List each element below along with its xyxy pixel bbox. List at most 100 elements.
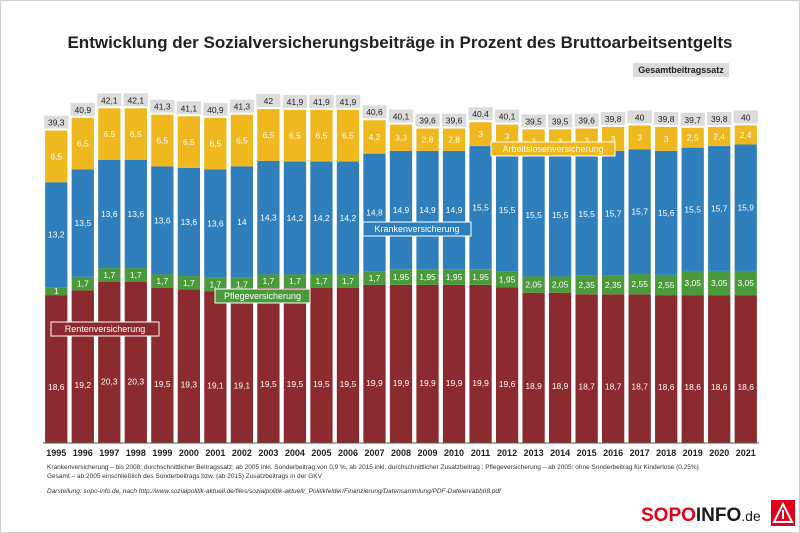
bar-segment-0-2003 <box>257 287 280 443</box>
value-label-0-2001: 19,1 <box>207 380 224 390</box>
total-box-2004 <box>282 94 308 108</box>
bar-segment-1-2020 <box>708 270 731 296</box>
total-box-1995 <box>44 115 69 129</box>
x-tick-2015: 2015 <box>577 448 597 458</box>
value-label-3-2004: 6,5 <box>289 131 301 141</box>
total-label-2000: 41,1 <box>181 103 198 113</box>
sopoinfo-logo[interactable]: SOPOINFO.de <box>641 505 761 527</box>
value-label-3-1999: 6,5 <box>156 136 168 146</box>
total-box-1997 <box>97 93 122 107</box>
legend-krankenversicherung-box <box>362 221 472 237</box>
x-tick-2011: 2011 <box>471 448 491 458</box>
value-label-1-2003: 1,7 <box>262 276 274 286</box>
bar-segment-2-2016 <box>602 150 625 276</box>
legend-arbeitslosenversicherung: Arbeitslosenversicherung <box>502 144 603 154</box>
value-label-1-2001: 1,7 <box>209 279 221 289</box>
x-tick-1997: 1997 <box>99 448 119 458</box>
x-tick-2019: 2019 <box>683 448 703 458</box>
value-label-1-1995: 1 <box>54 286 59 296</box>
value-label-3-2014: 3 <box>558 136 563 146</box>
value-label-0-2020: 18,6 <box>711 382 728 392</box>
value-label-1-2005: 1,7 <box>316 276 328 286</box>
value-label-2-2001: 13,6 <box>207 219 224 229</box>
bar-segment-1-2011 <box>469 269 492 285</box>
value-label-2-1998: 13,6 <box>128 209 145 219</box>
value-label-2-2005: 14,2 <box>313 213 330 223</box>
bar-segment-2-2010 <box>442 150 466 270</box>
legend-rentenversicherung-box <box>50 321 160 337</box>
value-label-0-1997: 20,3 <box>101 377 118 387</box>
total-label-2018: 39,8 <box>658 114 675 124</box>
value-label-0-1995: 18,6 <box>48 382 65 392</box>
total-label-2014: 39,5 <box>552 116 569 126</box>
bar-segment-1-2008 <box>389 269 413 285</box>
value-label-1-1996: 1,7 <box>77 279 89 289</box>
value-label-1-2004: 1,7 <box>289 276 301 286</box>
total-label-2002: 41,3 <box>234 102 251 112</box>
total-box-2019 <box>680 112 705 126</box>
value-label-1-2013: 2,05 <box>525 280 542 290</box>
chart-title: Entwicklung der Sozialversicherungsbeitr… <box>67 33 733 52</box>
total-box-2016 <box>601 111 626 125</box>
value-label-2-1999: 13,6 <box>154 215 171 225</box>
bar-segment-1-2004 <box>283 274 307 288</box>
bar-segment-0-1996 <box>71 290 94 443</box>
value-label-0-2003: 19,5 <box>260 379 277 389</box>
bar-segment-1-2014 <box>548 276 572 293</box>
x-tick-2008: 2008 <box>391 448 411 458</box>
bar-segment-2-2000 <box>177 167 200 277</box>
bar-segment-1-2006 <box>336 274 360 288</box>
x-tick-2000: 2000 <box>179 448 199 458</box>
x-tick-2017: 2017 <box>630 448 650 458</box>
bar-segment-3-2001 <box>204 117 227 170</box>
bar-segment-3-2002 <box>230 114 254 167</box>
value-label-3-2007: 4,2 <box>369 132 381 142</box>
total-label-2006: 41,9 <box>340 97 357 107</box>
value-label-2-1995: 13,2 <box>48 230 65 240</box>
value-label-2-1996: 13,5 <box>75 218 92 228</box>
value-label-3-2010: 2,8 <box>448 135 460 145</box>
bar-segment-2-2005 <box>310 161 333 275</box>
value-label-3-2015: 3 <box>584 136 589 146</box>
bar-segment-0-2021 <box>734 295 757 443</box>
bar-segment-0-2011 <box>469 284 492 443</box>
x-tick-2018: 2018 <box>656 448 676 458</box>
value-label-2-2008: 14,9 <box>393 205 410 215</box>
value-label-0-1999: 19,5 <box>154 379 171 389</box>
total-label-2021: 40 <box>741 112 751 122</box>
value-label-2-2002: 14 <box>237 217 247 227</box>
total-box-2002 <box>229 99 255 113</box>
total-label-1995: 39,3 <box>48 118 65 128</box>
value-label-1-1998: 1,7 <box>130 270 142 280</box>
bar-segment-3-1997 <box>98 108 121 160</box>
value-label-1-2012: 1,95 <box>499 274 516 284</box>
bar-segment-1-2019 <box>681 270 704 296</box>
x-tick-1998: 1998 <box>126 448 146 458</box>
total-box-1998 <box>123 93 148 107</box>
x-tick-2013: 2013 <box>524 448 544 458</box>
total-label-2008: 40,1 <box>393 112 410 122</box>
value-label-2-2020: 15,7 <box>711 203 728 213</box>
bar-segment-1-2007 <box>363 271 386 285</box>
bar-segment-2-2018 <box>655 150 678 275</box>
bar-segment-1-2000 <box>177 276 200 290</box>
legend-layer: Rentenversicherung Pflegeversicherung Kran… <box>50 63 729 337</box>
total-box-2014 <box>547 114 573 128</box>
total-label-2010: 39,6 <box>446 116 463 126</box>
total-label-2016: 39,8 <box>605 114 622 124</box>
bar-segment-2-2006 <box>336 161 360 275</box>
bar-segment-2-2013 <box>522 153 545 277</box>
x-tick-1999: 1999 <box>152 448 172 458</box>
legend-pflegeversicherung: Pflegeversicherung <box>224 291 301 301</box>
bar-segment-0-2016 <box>602 294 625 443</box>
value-label-1-2021: 3,05 <box>737 278 754 288</box>
bar-segment-0-2018 <box>655 295 678 443</box>
value-label-2-2003: 14,3 <box>260 213 277 223</box>
total-box-2020 <box>707 111 732 125</box>
total-label-2017: 40 <box>635 112 645 122</box>
bar-segment-3-2019 <box>681 127 704 148</box>
total-label-2009: 39,6 <box>419 116 436 126</box>
bar-segment-0-2013 <box>522 292 545 443</box>
total-label-2004: 41,9 <box>287 97 304 107</box>
totals-legend-label: Gesamtbeitragssatz <box>638 65 724 75</box>
